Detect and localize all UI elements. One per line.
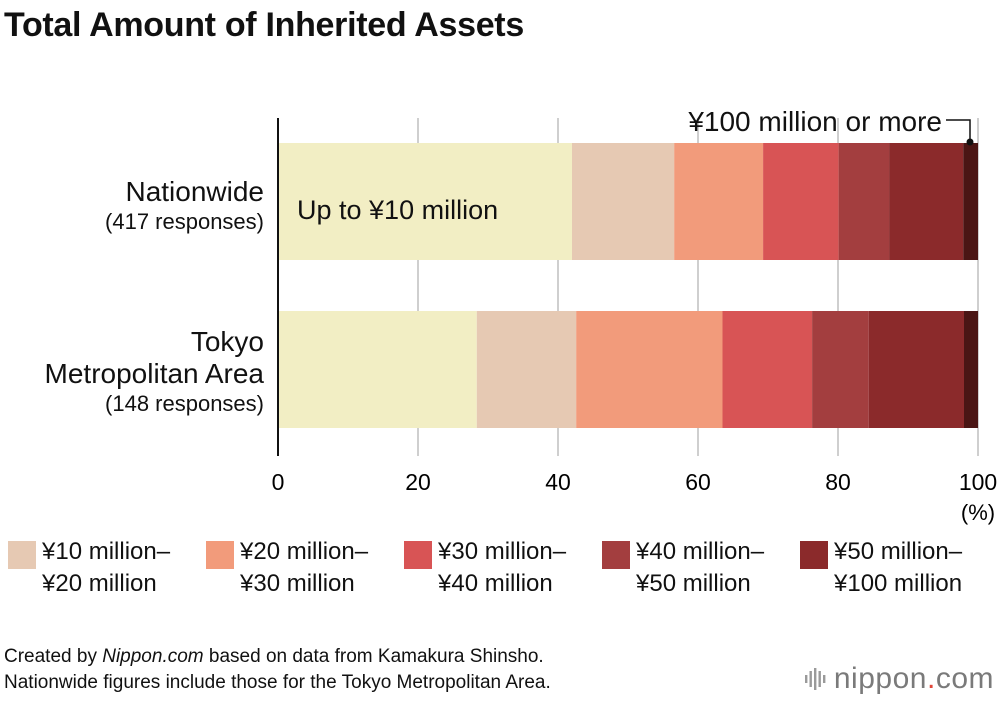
nippon-logo: nippon. com: [804, 662, 994, 696]
legend-swatch: [602, 541, 630, 569]
logo-text-right: com: [935, 662, 994, 695]
logo-dot: .: [926, 662, 936, 695]
category-name: Nationwide: [125, 176, 264, 207]
bar-segments: [278, 143, 978, 428]
callout-label: ¥100 million or more: [687, 106, 942, 137]
legend-label: ¥50 million–: [834, 538, 963, 565]
x-tick-label-20: 20: [405, 469, 431, 495]
source-line: Created by Nippon.com based on data from…: [4, 644, 551, 670]
chart-title: Total Amount of Inherited Assets: [4, 6, 524, 44]
legend-label: ¥20 million: [42, 570, 157, 597]
callout-leader-line: [946, 119, 971, 142]
legend-label: ¥40 million: [438, 570, 553, 597]
bar-segment-c0-s6: [963, 143, 978, 260]
x-tick-label-60: 60: [685, 469, 711, 495]
footnote-line: Nationwide figures include those for the…: [4, 672, 551, 693]
legend-item: ¥20 million– ¥30 million: [206, 536, 404, 600]
legend-label: ¥100 million: [834, 570, 963, 597]
bar-segment-c1-s5: [868, 311, 964, 428]
source-suffix: based on data from Kamakura Shinsho.: [203, 646, 544, 667]
legend-item: ¥10 million– ¥20 million: [8, 536, 206, 600]
legend-item: ¥50 million– ¥100 million: [800, 536, 998, 600]
category-label-nationwide: Nationwide (417 responses): [105, 176, 264, 236]
category-responses: (148 responses): [105, 391, 264, 416]
stacked-bar-chart: 0 20 40 60 80 100 (%) Up to ¥10 million ¥100 …: [272, 106, 998, 525]
logo-text-left: nippon: [833, 662, 927, 695]
legend-label: ¥10 million–: [42, 538, 171, 565]
bar-segment-c1-s4: [812, 311, 869, 428]
inside-bar-label: Up to ¥10 million: [297, 195, 498, 225]
source-note: Created by Nippon.com based on data from…: [4, 644, 551, 696]
x-tick-label-100: 100: [959, 469, 997, 495]
legend-swatch: [8, 541, 36, 569]
x-axis-unit: (%): [961, 500, 995, 525]
bar-segment-c0-s4: [838, 143, 890, 260]
source-prefix: Created by: [4, 646, 103, 667]
legend-label: ¥20 million–: [240, 538, 369, 565]
bar-segment-c0-s2: [674, 143, 764, 260]
category-name-line: Tokyo: [190, 326, 264, 357]
category-name-line: Metropolitan Area: [44, 358, 264, 389]
category-responses: (417 responses): [105, 209, 264, 234]
source-name: Nippon.com: [102, 646, 204, 667]
x-tick-label-40: 40: [545, 469, 571, 495]
legend-swatch: [404, 541, 432, 569]
legend-item: ¥40 million– ¥50 million: [602, 536, 800, 600]
callout-annotation: ¥100 million or more: [687, 106, 974, 146]
callout-marker: [966, 138, 974, 146]
bar-segment-c0-s3: [763, 143, 839, 260]
x-tick-label-0: 0: [272, 469, 285, 495]
legend-label: ¥50 million: [636, 570, 751, 597]
bar-segment-c0-s0: [278, 143, 572, 260]
legend: ¥10 million– ¥20 million ¥20 million– ¥30 …: [8, 536, 1000, 600]
x-tick-labels: 0 20 40 60 80 100: [272, 469, 998, 495]
bar-segment-c1-s0: [278, 311, 477, 428]
category-label-tokyo: Tokyo Metropolitan Area (148 responses): [45, 326, 264, 418]
legend-label: ¥30 million–: [438, 538, 567, 565]
legend-label: ¥30 million: [240, 570, 355, 597]
legend-swatch: [206, 541, 234, 569]
bar-segment-c1-s1: [476, 311, 577, 428]
bar-segment-c0-s1: [572, 143, 675, 260]
legend-swatch: [800, 541, 828, 569]
bar-segment-c1-s3: [722, 311, 813, 428]
legend-label: ¥40 million–: [636, 538, 765, 565]
legend-item: ¥30 million– ¥40 million: [404, 536, 602, 600]
logo-mark-icon: [804, 668, 826, 690]
bar-segment-c1-s2: [576, 311, 723, 428]
bar-segment-c0-s5: [889, 143, 964, 260]
x-tick-label-80: 80: [825, 469, 851, 495]
bar-segment-c1-s6: [964, 311, 978, 428]
